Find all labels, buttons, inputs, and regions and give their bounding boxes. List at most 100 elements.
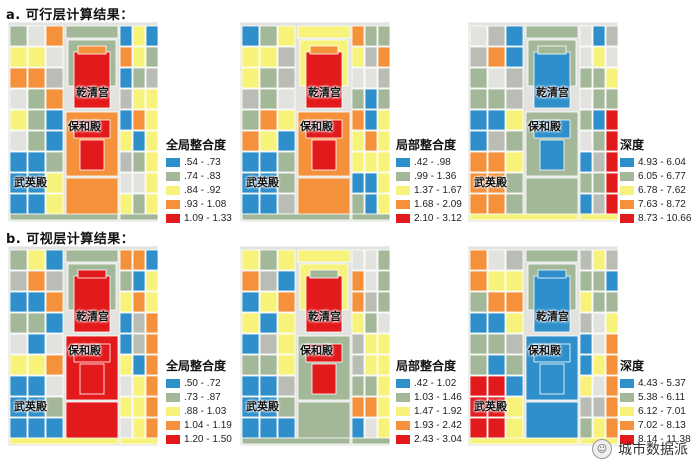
- building-block: [119, 25, 133, 47]
- south-strip-block: [469, 213, 579, 221]
- legend-item: .42 - .98: [396, 155, 486, 169]
- building-block: [9, 291, 28, 313]
- building-block: [119, 193, 133, 215]
- building-block: [241, 151, 260, 173]
- building-block: [45, 109, 64, 131]
- legend-swatch: [396, 185, 410, 195]
- building-block: [132, 396, 146, 418]
- building-block: [132, 249, 146, 271]
- legend-range: .99 - 1.36: [414, 170, 457, 182]
- legend-swatch: [620, 199, 634, 209]
- building-block: [119, 312, 133, 334]
- building-block: [351, 151, 365, 173]
- legend-swatch: [620, 420, 634, 430]
- building-block: [579, 25, 593, 47]
- legend-swatch: [396, 378, 410, 388]
- building-block: [241, 396, 260, 418]
- building-block: [364, 67, 378, 89]
- building-block: [9, 88, 28, 110]
- legend-item: .99 - 1.36: [396, 169, 486, 183]
- building-block: [259, 88, 278, 110]
- south-court-block: [525, 401, 579, 443]
- building-block: [351, 25, 365, 47]
- legend-swatch: [166, 185, 180, 195]
- baohe-hall-block: [533, 343, 571, 363]
- building-block: [505, 25, 524, 47]
- building-block: [487, 396, 506, 418]
- building-block: [119, 291, 133, 313]
- legend-b-depth: 深度 4.43 - 5.37 5.38 - 6.11 6.12 - 7.01 7.02 …: [620, 357, 696, 446]
- legend-range: 2.10 - 3.12: [414, 212, 462, 224]
- legend-swatch: [166, 434, 180, 444]
- building-block: [277, 172, 296, 194]
- building-block: [579, 396, 593, 418]
- section-title-a: a. 可行层计算结果：: [6, 8, 134, 23]
- building-block: [45, 172, 64, 194]
- building-block: [45, 88, 64, 110]
- watermark-text: 城市数据派: [618, 442, 688, 458]
- place-label-qianqing: 乾清宫: [536, 86, 569, 99]
- legend-item: 8.14 - 11.38: [620, 432, 696, 446]
- north-gate-block: [297, 25, 351, 39]
- floor-plan-map: [467, 21, 619, 223]
- legend-item: .73 - .87: [166, 390, 256, 404]
- qianqing-palace-block: [533, 275, 571, 333]
- building-block: [592, 25, 606, 47]
- building-block: [364, 375, 378, 397]
- building-block: [605, 172, 619, 194]
- building-block: [132, 151, 146, 173]
- building-block: [132, 88, 146, 110]
- building-block: [592, 270, 606, 292]
- place-label-baohe: 保和殿: [300, 344, 333, 357]
- building-block: [277, 88, 296, 110]
- qianqing-palace-block: [533, 51, 571, 109]
- building-block: [469, 291, 488, 313]
- building-block: [277, 46, 296, 68]
- baohe-hall-block: [73, 119, 111, 139]
- building-block: [119, 354, 133, 376]
- building-block: [9, 270, 28, 292]
- south-strip-block: [241, 213, 351, 221]
- building-block: [241, 25, 260, 47]
- building-block: [9, 417, 28, 439]
- place-label-qianqing: 乾清宫: [308, 310, 341, 323]
- building-block: [9, 172, 28, 194]
- legend-range: .42 - 1.02: [414, 377, 457, 389]
- building-block: [145, 67, 159, 89]
- building-block: [9, 375, 28, 397]
- building-block: [605, 375, 619, 397]
- legend-item: 4.93 - 6.04: [620, 155, 696, 169]
- building-block: [27, 25, 46, 47]
- building-block: [145, 25, 159, 47]
- building-block: [259, 25, 278, 47]
- building-block: [259, 130, 278, 152]
- building-block: [592, 312, 606, 334]
- building-block: [605, 88, 619, 110]
- building-block: [505, 333, 524, 355]
- building-block: [487, 375, 506, 397]
- legend-item: .93 - 1.08: [166, 197, 256, 211]
- building-block: [605, 130, 619, 152]
- legend-range: 8.73 - 10.66: [638, 212, 692, 224]
- building-block: [469, 354, 488, 376]
- legend-swatch: [166, 406, 180, 416]
- building-block: [27, 151, 46, 173]
- building-block: [145, 312, 159, 334]
- building-block: [145, 354, 159, 376]
- building-block: [505, 151, 524, 173]
- building-block: [277, 25, 296, 47]
- palace-gate-block: [537, 269, 567, 279]
- building-block: [27, 396, 46, 418]
- building-block: [9, 46, 28, 68]
- building-block: [364, 312, 378, 334]
- building-block: [145, 88, 159, 110]
- place-label-baohe: 保和殿: [528, 344, 561, 357]
- legend-item: 1.37 - 1.67: [396, 183, 486, 197]
- place-label-wuying: 武英殿: [474, 176, 507, 189]
- place-label-baohe: 保和殿: [68, 344, 101, 357]
- building-block: [145, 172, 159, 194]
- map-panel-a-depth: 乾清宫 保和殿 武英殿: [467, 21, 692, 228]
- legend-item: 1.68 - 2.09: [396, 197, 486, 211]
- building-block: [259, 312, 278, 334]
- legend-range: 8.14 - 11.38: [638, 433, 691, 445]
